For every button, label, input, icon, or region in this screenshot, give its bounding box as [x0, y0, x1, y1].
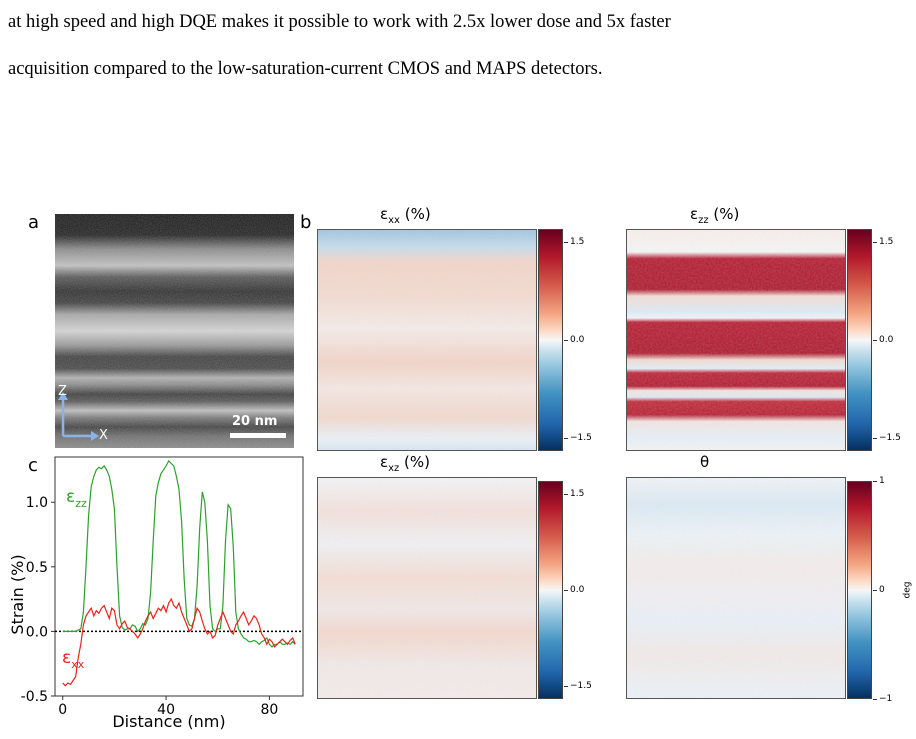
map-title-exz: εxz (%)	[380, 453, 431, 474]
colorbar-tick: −1.5	[564, 432, 592, 443]
map-title-theta: θ	[700, 453, 710, 471]
colorbar-theta	[847, 481, 872, 699]
map-title-exx: εxx (%)	[380, 205, 431, 226]
y-tick-label: -0.5	[21, 689, 48, 705]
strain-map-ezz	[626, 229, 846, 451]
axis-arrows-icon	[58, 392, 99, 441]
axis-z-label: Z	[58, 384, 67, 399]
strain-map-exz	[317, 477, 537, 699]
map-title-ezz: εzz (%)	[690, 205, 740, 226]
plot-frame	[54, 456, 304, 697]
strain-map-theta	[626, 477, 846, 699]
y-tick-label: 0.5	[26, 560, 48, 576]
strain-map-exx	[317, 229, 537, 451]
series-label-zz: εzz	[66, 487, 87, 510]
colorbar-tick: −1.5	[873, 432, 901, 443]
colorbar-tick: 1.5	[563, 237, 585, 248]
y-axis-label: Strain (%)	[8, 554, 27, 634]
colorbar-tick: 0.0	[563, 585, 585, 595]
colorbar-tick: 0	[873, 585, 885, 595]
colorbar-unit: deg	[902, 581, 913, 599]
panel-b-letter: b	[300, 212, 312, 233]
colorbar-tick: 0.0	[563, 335, 585, 345]
colorbar-exz	[538, 481, 563, 699]
y-tick-label: 1.0	[26, 495, 48, 511]
x-tick-label: 80	[261, 702, 279, 718]
series-label-xx: εxx	[62, 648, 85, 671]
panel-c-letter: c	[28, 455, 38, 476]
paragraph-line-2: acquisition compared to the low-saturati…	[8, 59, 603, 79]
scale-bar-label: 20 nm	[232, 414, 278, 429]
scale-bar	[230, 433, 286, 438]
x-tick-label: 40	[157, 702, 175, 718]
colorbar-tick: −1	[872, 694, 893, 704]
axis-x-label: X	[99, 428, 108, 443]
paragraph-line-1: at high speed and high DQE makes it poss…	[8, 12, 671, 32]
series-line-zz	[62, 459, 296, 648]
colorbar-ezz	[847, 229, 872, 451]
colorbar-tick: 1.5	[872, 237, 894, 248]
colorbar-tick: −1.5	[564, 680, 592, 691]
colorbar-tick: 1	[873, 476, 885, 486]
colorbar-tick: 1.5	[563, 489, 585, 500]
panel-a-letter: a	[28, 212, 40, 233]
y-tick-label: 0.0	[26, 624, 48, 640]
x-tick-label: 0	[58, 702, 67, 718]
stem-image	[55, 214, 294, 448]
x-axis-label: Distance (nm)	[112, 712, 225, 731]
colorbar-exx	[538, 229, 563, 451]
colorbar-tick: 0.0	[872, 335, 894, 345]
strain-profile-chart: 0 40 80 -0.5 0.0 0.5 1.0 Distance (nm) Strain (%…	[8, 456, 304, 731]
series-line-xx	[62, 597, 296, 687]
